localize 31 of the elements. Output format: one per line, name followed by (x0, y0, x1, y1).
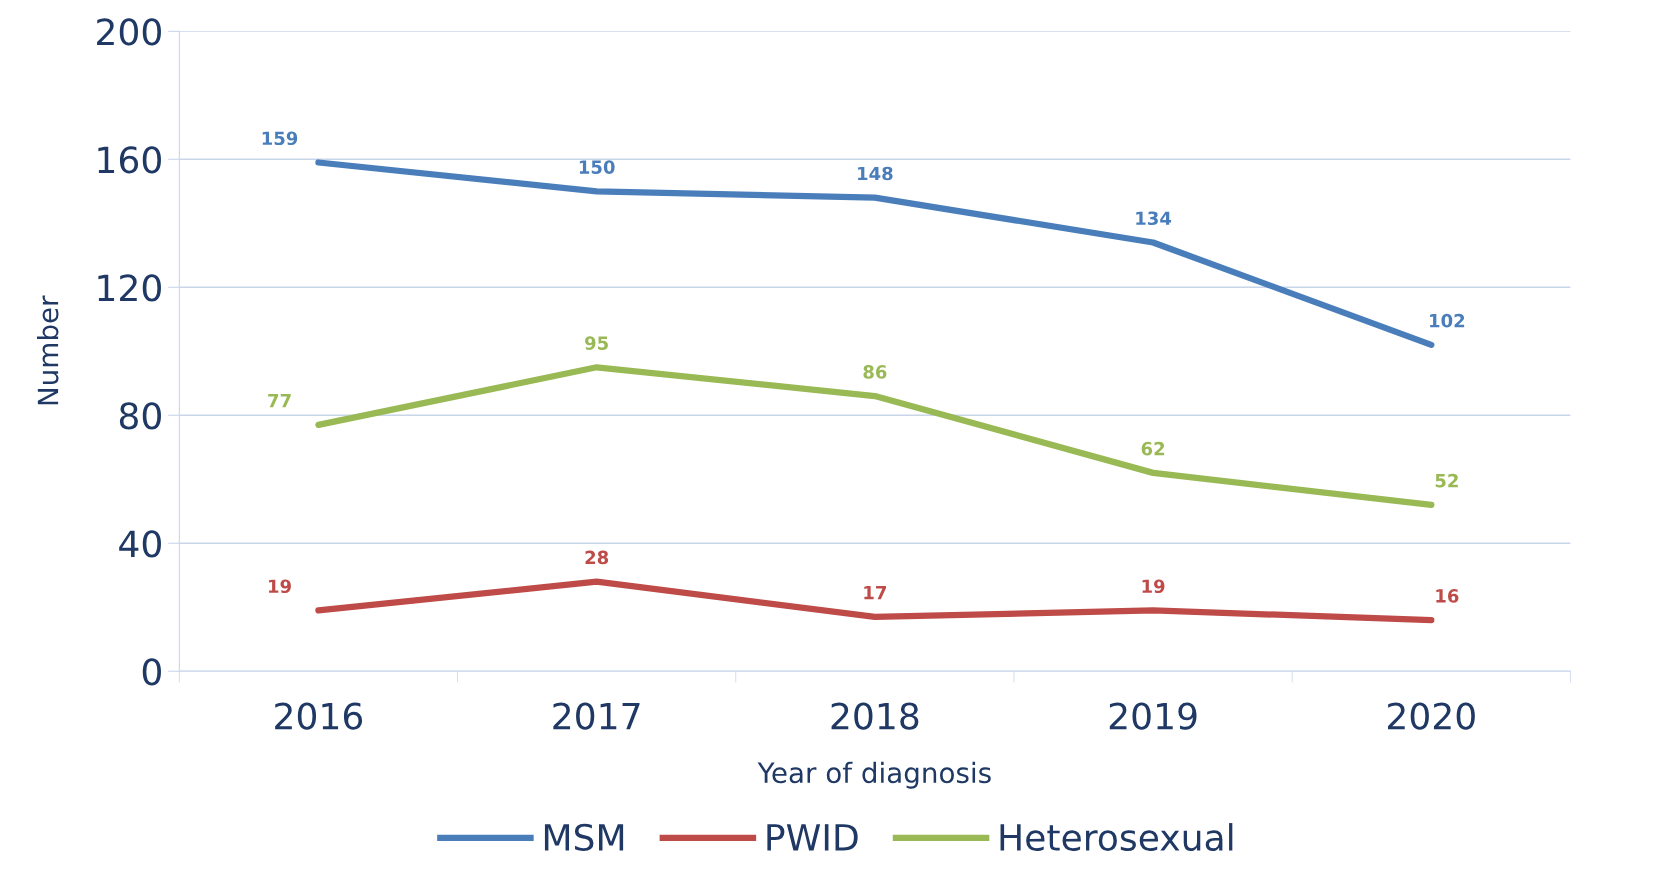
y-tick-label: 120 (98, 274, 161, 302)
legend-label: PWID (767, 824, 858, 851)
data-label: 148 (858, 166, 893, 181)
data-label: 150 (579, 160, 615, 174)
data-label: 102 (1430, 313, 1465, 328)
data-label: 19 (1142, 579, 1165, 594)
y-tick-label: 80 (119, 402, 161, 430)
data-label: 17 (864, 586, 886, 600)
x-tick-label: 2016 (275, 702, 363, 730)
data-label: 19 (269, 579, 291, 594)
y-tick-label: 0 (142, 658, 161, 686)
data-label: 28 (585, 550, 609, 565)
x-tick-label: 2019 (1109, 702, 1197, 730)
y-tick-label: 160 (98, 146, 161, 174)
legend-label: Heterosexual (1000, 823, 1233, 852)
y-tick-label: 40 (119, 530, 161, 558)
x-tick-label: 2017 (553, 702, 640, 730)
data-label: 62 (1141, 441, 1165, 456)
x-tick-label: 2020 (1388, 702, 1475, 730)
data-label: 77 (268, 394, 291, 408)
x-tick-label: 2018 (831, 702, 919, 730)
data-label: 134 (1136, 211, 1172, 226)
data-label: 52 (1435, 473, 1458, 488)
y-tick-label: 200 (97, 18, 161, 46)
data-label: 86 (863, 365, 887, 379)
data-label: 159 (262, 131, 298, 146)
data-label: 95 (585, 336, 608, 350)
y-axis-title: Number (36, 295, 59, 405)
legend-label: MSM (544, 823, 624, 852)
x-axis-title: Year of diagnosis (757, 761, 991, 789)
data-label: 16 (1436, 589, 1459, 603)
